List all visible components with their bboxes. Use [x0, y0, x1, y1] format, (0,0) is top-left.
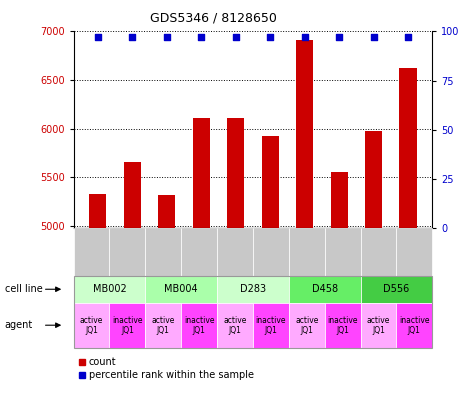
Bar: [262, 136, 279, 393]
Point: [198, 34, 205, 40]
Text: MB002: MB002: [93, 284, 126, 294]
Bar: [331, 173, 348, 393]
Bar: [399, 68, 417, 393]
Text: active
JQ1: active JQ1: [367, 316, 390, 335]
Text: GDS5346 / 8128650: GDS5346 / 8128650: [150, 12, 277, 25]
Text: cell line: cell line: [5, 284, 42, 294]
Point: [232, 34, 239, 40]
Text: D458: D458: [312, 284, 338, 294]
Bar: [227, 118, 244, 393]
Text: D283: D283: [240, 284, 266, 294]
Text: inactive
JQ1: inactive JQ1: [184, 316, 214, 335]
Point: [404, 34, 412, 40]
Bar: [158, 195, 175, 393]
Point: [301, 34, 308, 40]
Text: percentile rank within the sample: percentile rank within the sample: [89, 370, 254, 380]
Point: [94, 34, 102, 40]
Bar: [89, 194, 106, 393]
Text: active
JQ1: active JQ1: [223, 316, 247, 335]
Text: MB004: MB004: [164, 284, 198, 294]
Text: inactive
JQ1: inactive JQ1: [399, 316, 429, 335]
Point: [370, 34, 378, 40]
Point: [128, 34, 136, 40]
Bar: [365, 130, 382, 393]
Point: [163, 34, 171, 40]
Text: count: count: [89, 356, 116, 367]
Bar: [124, 162, 141, 393]
Text: active
JQ1: active JQ1: [295, 316, 318, 335]
Text: active
JQ1: active JQ1: [80, 316, 103, 335]
Bar: [296, 40, 314, 393]
Text: inactive
JQ1: inactive JQ1: [256, 316, 286, 335]
Bar: [192, 118, 210, 393]
Point: [335, 34, 343, 40]
Text: D556: D556: [383, 284, 409, 294]
Text: active
JQ1: active JQ1: [152, 316, 175, 335]
Text: inactive
JQ1: inactive JQ1: [327, 316, 358, 335]
Text: inactive
JQ1: inactive JQ1: [112, 316, 142, 335]
Point: [266, 34, 274, 40]
Text: agent: agent: [5, 320, 33, 330]
